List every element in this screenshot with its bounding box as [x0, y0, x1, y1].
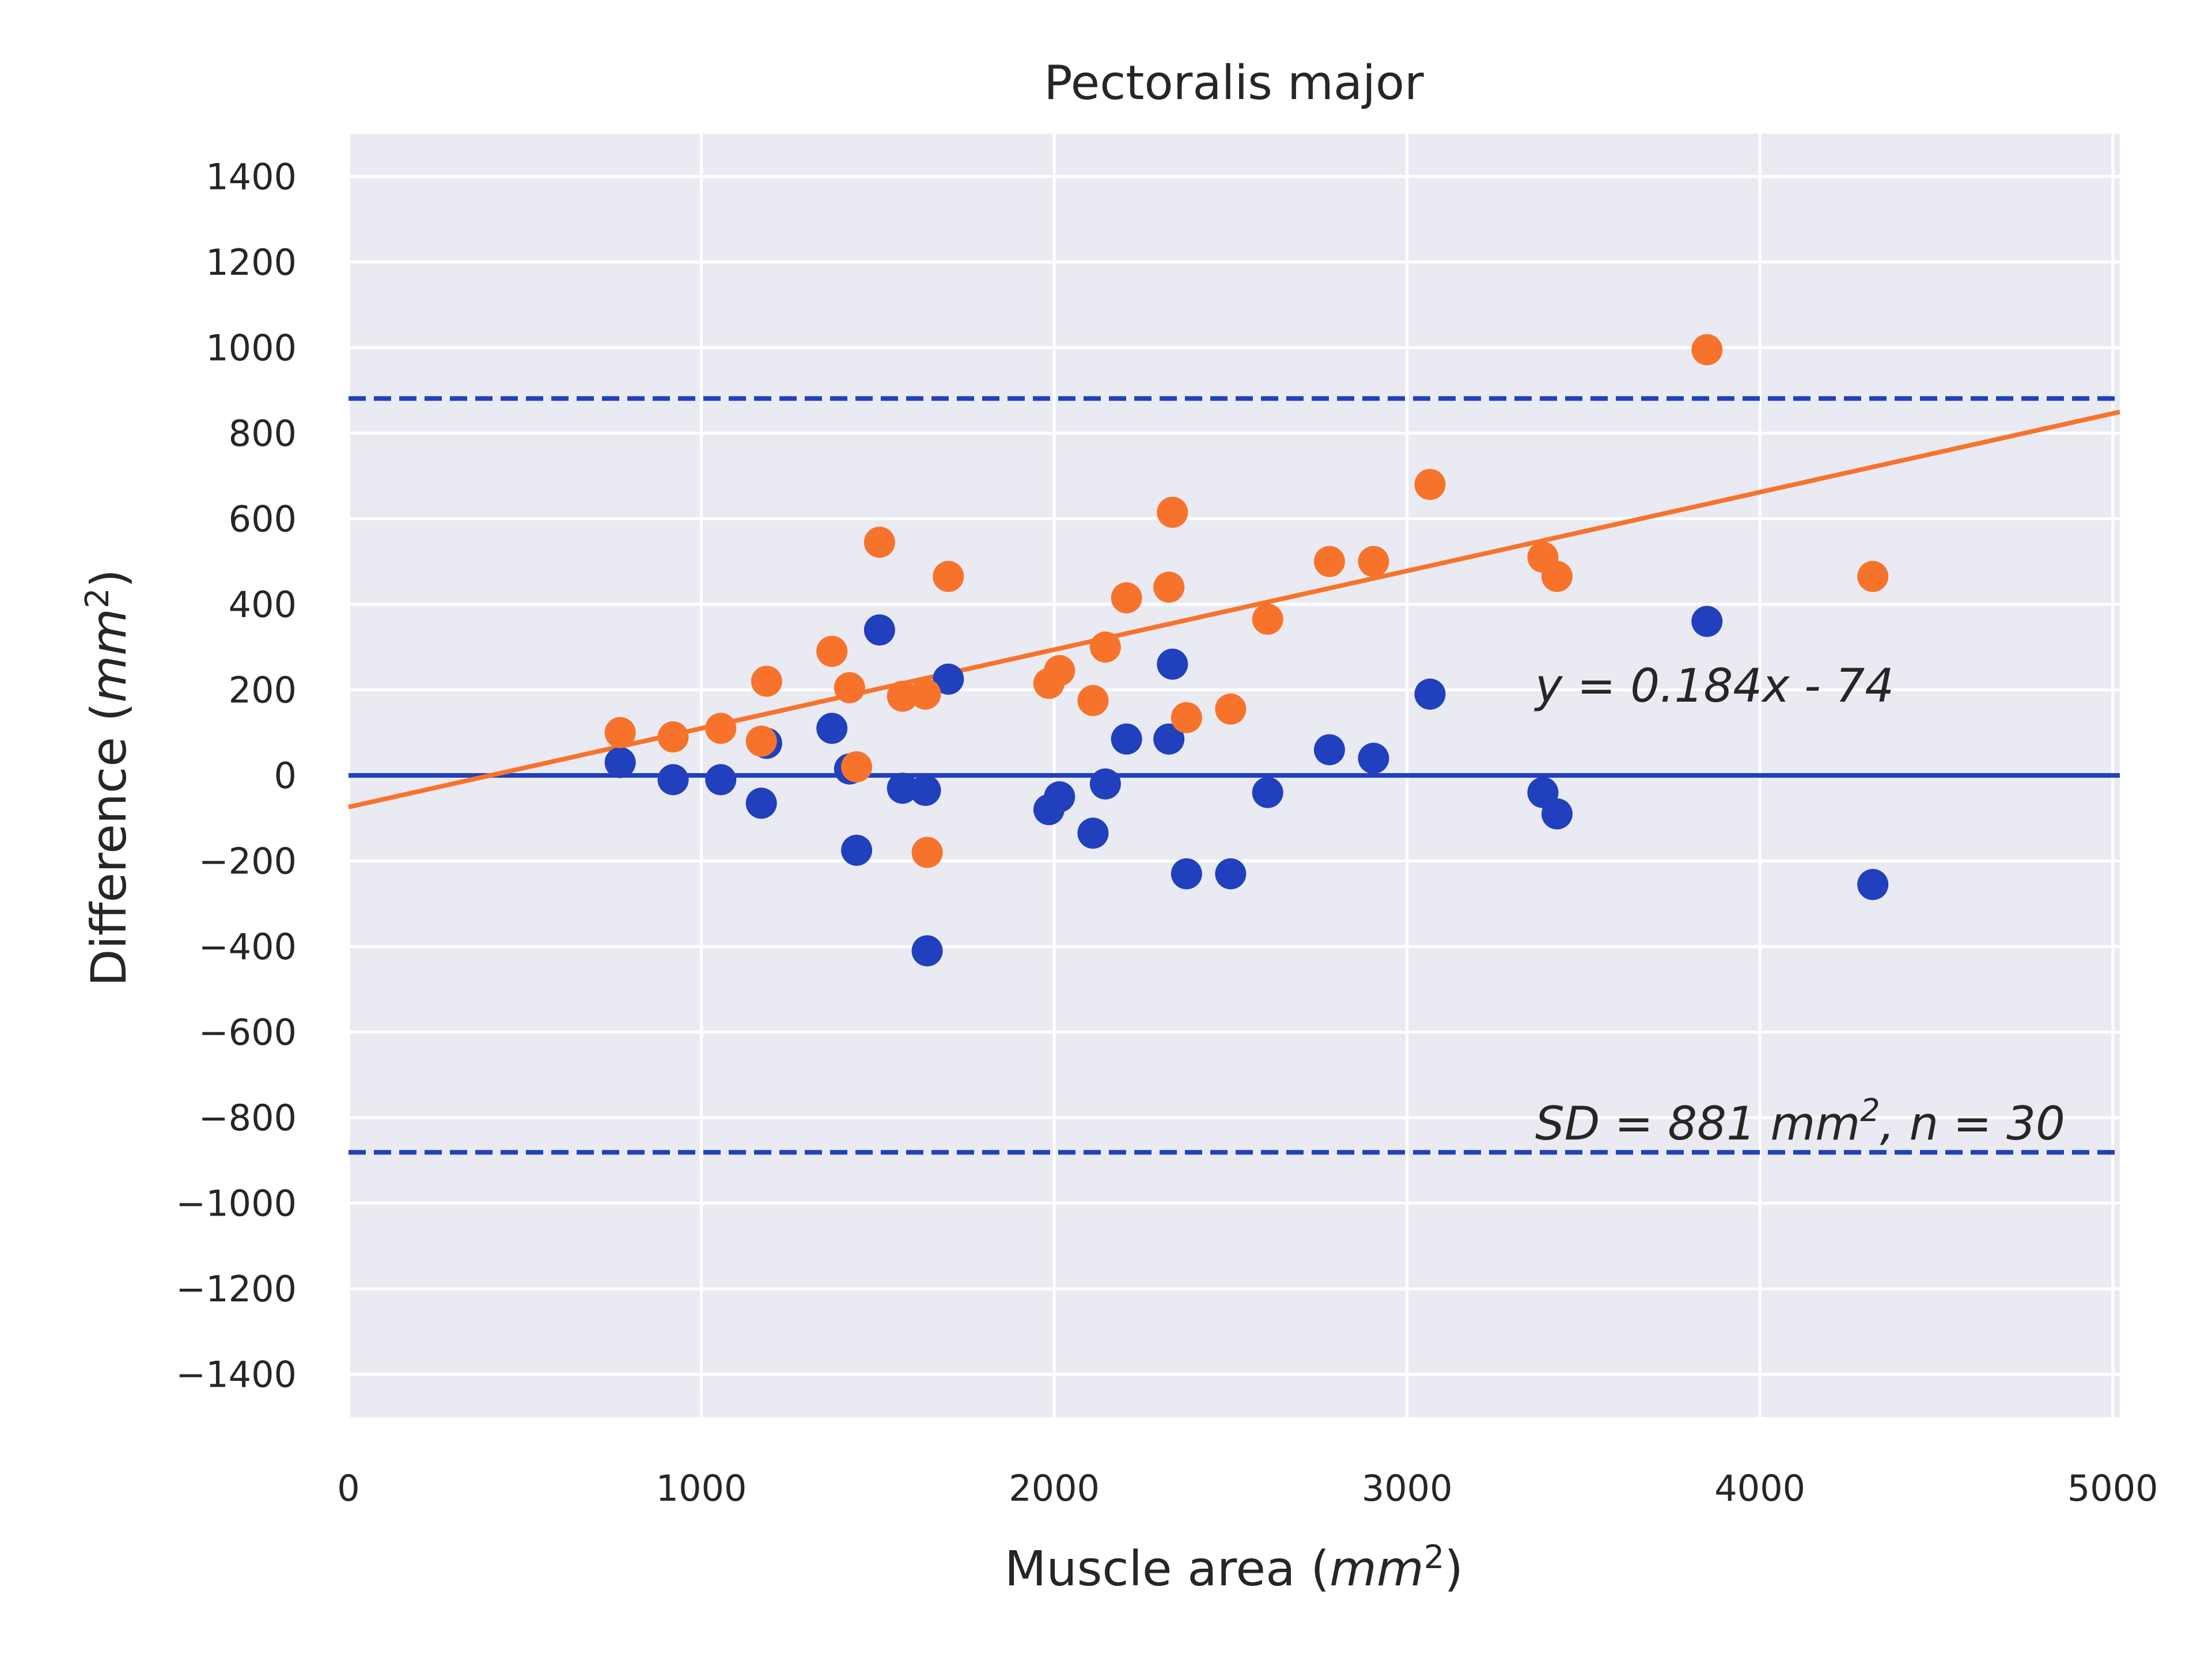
blue-point — [1252, 777, 1283, 808]
y-tick-labels: 1400 1200 1000 800 600 400 200 0 −200 −400 −600 −80… — [176, 156, 297, 1395]
x-tick-label: 0 — [337, 1467, 359, 1509]
blue-point — [887, 773, 918, 804]
sd-text-prefix: SD = 881 — [1535, 1097, 1770, 1150]
blue-point — [604, 747, 636, 778]
orange-point — [1252, 603, 1283, 635]
x-tick-labels: 0 1000 2000 3000 4000 5000 — [337, 1467, 2158, 1509]
blue-point — [1857, 869, 1889, 900]
blue-point — [657, 764, 689, 796]
orange-point — [841, 751, 873, 783]
sd-unit-exp: 2 — [1860, 1092, 1880, 1129]
y-tick-label: 0 — [274, 755, 297, 797]
y-tick-label: −1200 — [176, 1268, 297, 1310]
x-axis-unit: mm — [1330, 1540, 1424, 1597]
regression-equation: y = 0.184x - 74 — [1534, 659, 1894, 713]
blue-point — [911, 935, 943, 967]
y-tick-label: −1000 — [176, 1183, 297, 1225]
orange-point — [1541, 561, 1573, 592]
y-tick-label: −400 — [199, 926, 297, 968]
y-tick-label: 1200 — [206, 241, 297, 283]
orange-point — [1358, 546, 1389, 577]
orange-point — [911, 836, 943, 868]
chart-title: Pectoralis major — [1044, 56, 1424, 111]
blue-point — [841, 834, 873, 866]
y-axis-title: Difference (mm2) — [79, 569, 137, 987]
orange-point — [863, 527, 895, 558]
blue-point — [816, 713, 848, 744]
orange-point — [1215, 693, 1247, 725]
orange-point — [705, 713, 737, 744]
blue-point — [863, 614, 895, 646]
y-tick-label: 400 — [229, 584, 297, 626]
blue-point — [933, 663, 964, 695]
blue-point — [1414, 678, 1446, 710]
blue-point — [1089, 768, 1121, 800]
orange-point — [1044, 655, 1075, 687]
y-tick-label: 200 — [229, 669, 297, 711]
y-axis-unit-exp: 2 — [79, 588, 116, 608]
blue-point — [1313, 734, 1345, 766]
orange-point — [751, 665, 782, 697]
orange-point — [816, 635, 848, 667]
x-tick-label: 4000 — [1714, 1467, 1805, 1509]
x-tick-label: 2000 — [1009, 1467, 1100, 1509]
y-axis-label: Difference — [81, 737, 137, 986]
orange-point — [933, 561, 964, 592]
orange-point — [910, 678, 941, 710]
x-axis-unit-exp: 2 — [1424, 1539, 1445, 1576]
orange-point — [1691, 334, 1723, 366]
y-tick-label: −600 — [199, 1012, 297, 1054]
y-tick-label: −800 — [199, 1097, 297, 1139]
sd-annotation: SD = 881 mm2, n = 30 — [1535, 1092, 2065, 1150]
blue-point — [1171, 858, 1202, 889]
y-tick-label: 600 — [229, 498, 297, 540]
y-tick-label: 800 — [229, 412, 297, 455]
blue-point — [1153, 723, 1185, 755]
x-axis-title: Muscle area (mm2) — [1005, 1539, 1463, 1597]
blue-point — [1215, 858, 1247, 889]
orange-point — [1171, 702, 1202, 733]
blue-point — [745, 788, 777, 819]
x-tick-label: 1000 — [656, 1467, 747, 1509]
orange-point — [604, 717, 636, 748]
x-tick-label: 3000 — [1362, 1467, 1453, 1509]
orange-point — [1857, 561, 1889, 592]
orange-point — [1153, 571, 1185, 603]
orange-point — [1111, 582, 1142, 614]
y-tick-label: 1400 — [206, 156, 297, 198]
blue-point — [1077, 817, 1109, 849]
blue-point — [705, 764, 737, 796]
blue-point — [1044, 781, 1075, 813]
blue-point — [1111, 723, 1142, 755]
x-axis-label: Muscle area — [1005, 1540, 1296, 1597]
blue-point — [1358, 743, 1389, 774]
x-tick-label: 5000 — [2067, 1467, 2158, 1509]
orange-point — [1089, 631, 1121, 663]
orange-point — [834, 672, 865, 703]
orange-point — [1414, 468, 1446, 500]
blue-point — [1157, 648, 1188, 680]
y-tick-label: 1000 — [206, 327, 297, 369]
blue-point — [910, 774, 941, 806]
blue-point — [1691, 605, 1723, 637]
y-tick-label: −200 — [199, 841, 297, 883]
y-tick-label: −1400 — [176, 1354, 297, 1396]
orange-point — [745, 725, 777, 757]
orange-point — [1313, 546, 1345, 577]
orange-point — [657, 721, 689, 753]
y-axis-unit: mm — [81, 608, 137, 703]
orange-point — [1077, 685, 1109, 717]
blue-point — [1541, 798, 1573, 830]
regression-line — [348, 410, 2120, 809]
sd-text-suffix: , n = 30 — [1880, 1097, 2065, 1150]
orange-point — [1157, 497, 1188, 528]
reference-lines — [348, 396, 2120, 1155]
orange-point — [887, 680, 918, 712]
sd-unit: mm — [1770, 1097, 1860, 1150]
data-points — [604, 334, 1889, 967]
